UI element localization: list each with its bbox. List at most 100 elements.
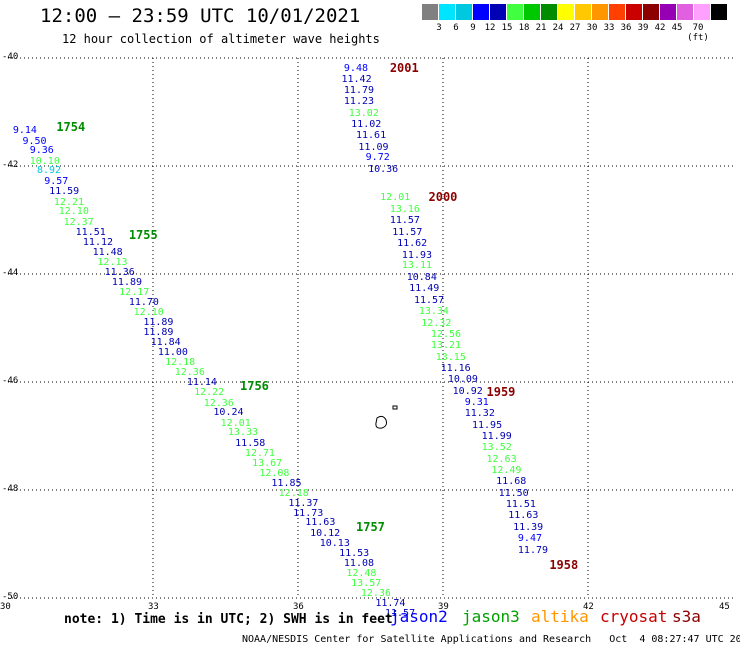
wave-height-label: 11.63 [508,510,539,522]
wave-height-label: 11.89 [111,277,143,289]
legend-swatch [643,4,659,20]
wave-height-label: 12.01 [380,192,411,204]
legend-label: 33 [603,23,615,33]
legend-label: 39 [637,23,649,33]
wave-height-label: 13.15 [435,351,466,363]
y-tick-label: -44 [2,268,19,278]
wave-height-label: 11.49 [409,283,440,295]
legend-label: 24 [552,23,564,33]
wave-height-label: 11.32 [464,408,495,420]
wave-height-label: 11.59 [49,185,80,197]
island-outline [375,405,398,429]
wave-height-label: 11.16 [440,363,471,375]
wave-height-label: 12.32 [421,317,452,329]
wave-height-label: 11.99 [481,431,512,443]
wave-height-label: 12.17 [119,286,150,298]
wave-height-label: 11.48 [92,246,123,258]
pass-time-label: 1756 [240,379,269,394]
wave-height-label: 13.57 [351,577,382,589]
note-text: note: 1) Time is in UTC; 2) SWH is in fe… [64,612,393,627]
legend-label: 12 [484,23,496,33]
wave-height-label: 12.10 [58,206,89,218]
wave-height-label: 9.14 [12,124,37,136]
legend-label: 27 [569,23,581,33]
wave-height-label: 10.09 [447,374,478,386]
wave-height-label: 11.73 [293,507,324,519]
legend-swatch [507,4,523,20]
wave-height-label: 10.13 [319,538,350,549]
y-tick-label: -46 [2,376,19,386]
wave-height-label: 11.79 [343,85,375,97]
wave-height-label: 9.36 [29,145,54,157]
wave-height-label: 13.21 [430,340,462,352]
legend-swatch [473,4,489,20]
plot-area: 9.14 9.50 9.36 10.10 8.92 9.57 11.59 12.21 12.10… [0,52,734,619]
x-tick-label: 45 [719,602,730,612]
wave-height-label: 9.50 [22,135,47,147]
legend-swatch [456,4,472,20]
wave-height-label: 12.56 [430,329,462,341]
wave-height-label: 11.74 [375,597,406,609]
legend-label: 9 [470,23,476,33]
legend-swatch [422,4,438,20]
satellite-name: s3a [672,607,701,626]
pass-time-label: 2001 [389,60,419,75]
wave-height-label: 12.13 [97,257,128,269]
legend-label: 3 [436,23,442,33]
legend-label: 36 [620,23,632,33]
wave-height-label: 10.12 [310,527,341,539]
wave-height-label: 12.18 [165,357,196,369]
legend-label: 21 [535,23,547,33]
wave-height-label: 10.36 [368,164,399,176]
legend-swatch [575,4,591,20]
wave-height-label: 11.70 [128,297,159,309]
y-tick-label: -48 [2,484,19,494]
wave-height-label: 11.58 [235,437,266,449]
pass-time-label: 1754 [56,120,86,135]
footer-credit: NOAA/NESDIS Center for Satellite Applica… [242,634,740,645]
satellite-name: cryosat [600,607,668,626]
wave-height-label: 11.23 [343,96,375,108]
x-tick-label: 36 [293,602,304,612]
wave-height-label: 11.57 [389,215,420,227]
wave-height-label: 12.08 [259,467,290,479]
y-tick-label: -40 [2,52,19,62]
wave-height-label: 11.50 [498,487,529,499]
wave-height-label: 11.37 [288,497,319,509]
pass-time-label: 1959 [486,384,516,399]
x-tick-label: 33 [148,602,159,612]
wave-height-label: 11.84 [150,337,181,349]
pass-time-label: 1757 [356,519,385,534]
legend-swatch [524,4,540,20]
wave-height-label: 12.22 [194,387,225,399]
legend-label: 15 [501,23,513,33]
wave-height-label: 13.11 [401,260,433,272]
wave-height-label: 8.92 [37,165,62,177]
wave-height-label: 11.63 [305,517,336,529]
chart-subtitle: 12 hour collection of altimeter wave hei… [62,32,380,46]
wave-height-label: 12.49 [491,465,522,477]
wave-height-label: 9.48 [343,62,368,74]
legend-swatch [541,4,557,20]
wave-height-label: 11.02 [351,118,382,130]
legend-label: 42 [654,23,666,33]
wave-height-label: 11.51 [75,226,106,238]
legend-swatch [558,4,574,20]
wave-height-label: 11.42 [341,73,372,85]
legend-swatch [490,4,506,20]
wave-height-label: 11.62 [397,237,428,249]
wave-height-label: 11.09 [358,141,389,153]
wave-height-label: 11.36 [104,266,135,278]
wave-height-label: 11.12 [82,236,114,248]
wave-height-label: 9.31 [464,397,489,409]
wave-height-label: 11.89 [143,327,174,339]
wave-height-label: 11.57 [414,295,445,306]
wave-height-label: 10.84 [406,272,437,284]
wave-height-label: 9.57 [44,176,69,188]
chart-svg [7,57,734,599]
y-tick-label: -50 [2,592,19,602]
wave-height-label: 11.68 [496,476,527,488]
legend-swatch [609,4,625,20]
plot-frame [7,57,734,599]
wave-height-label: 11.57 [385,608,416,620]
